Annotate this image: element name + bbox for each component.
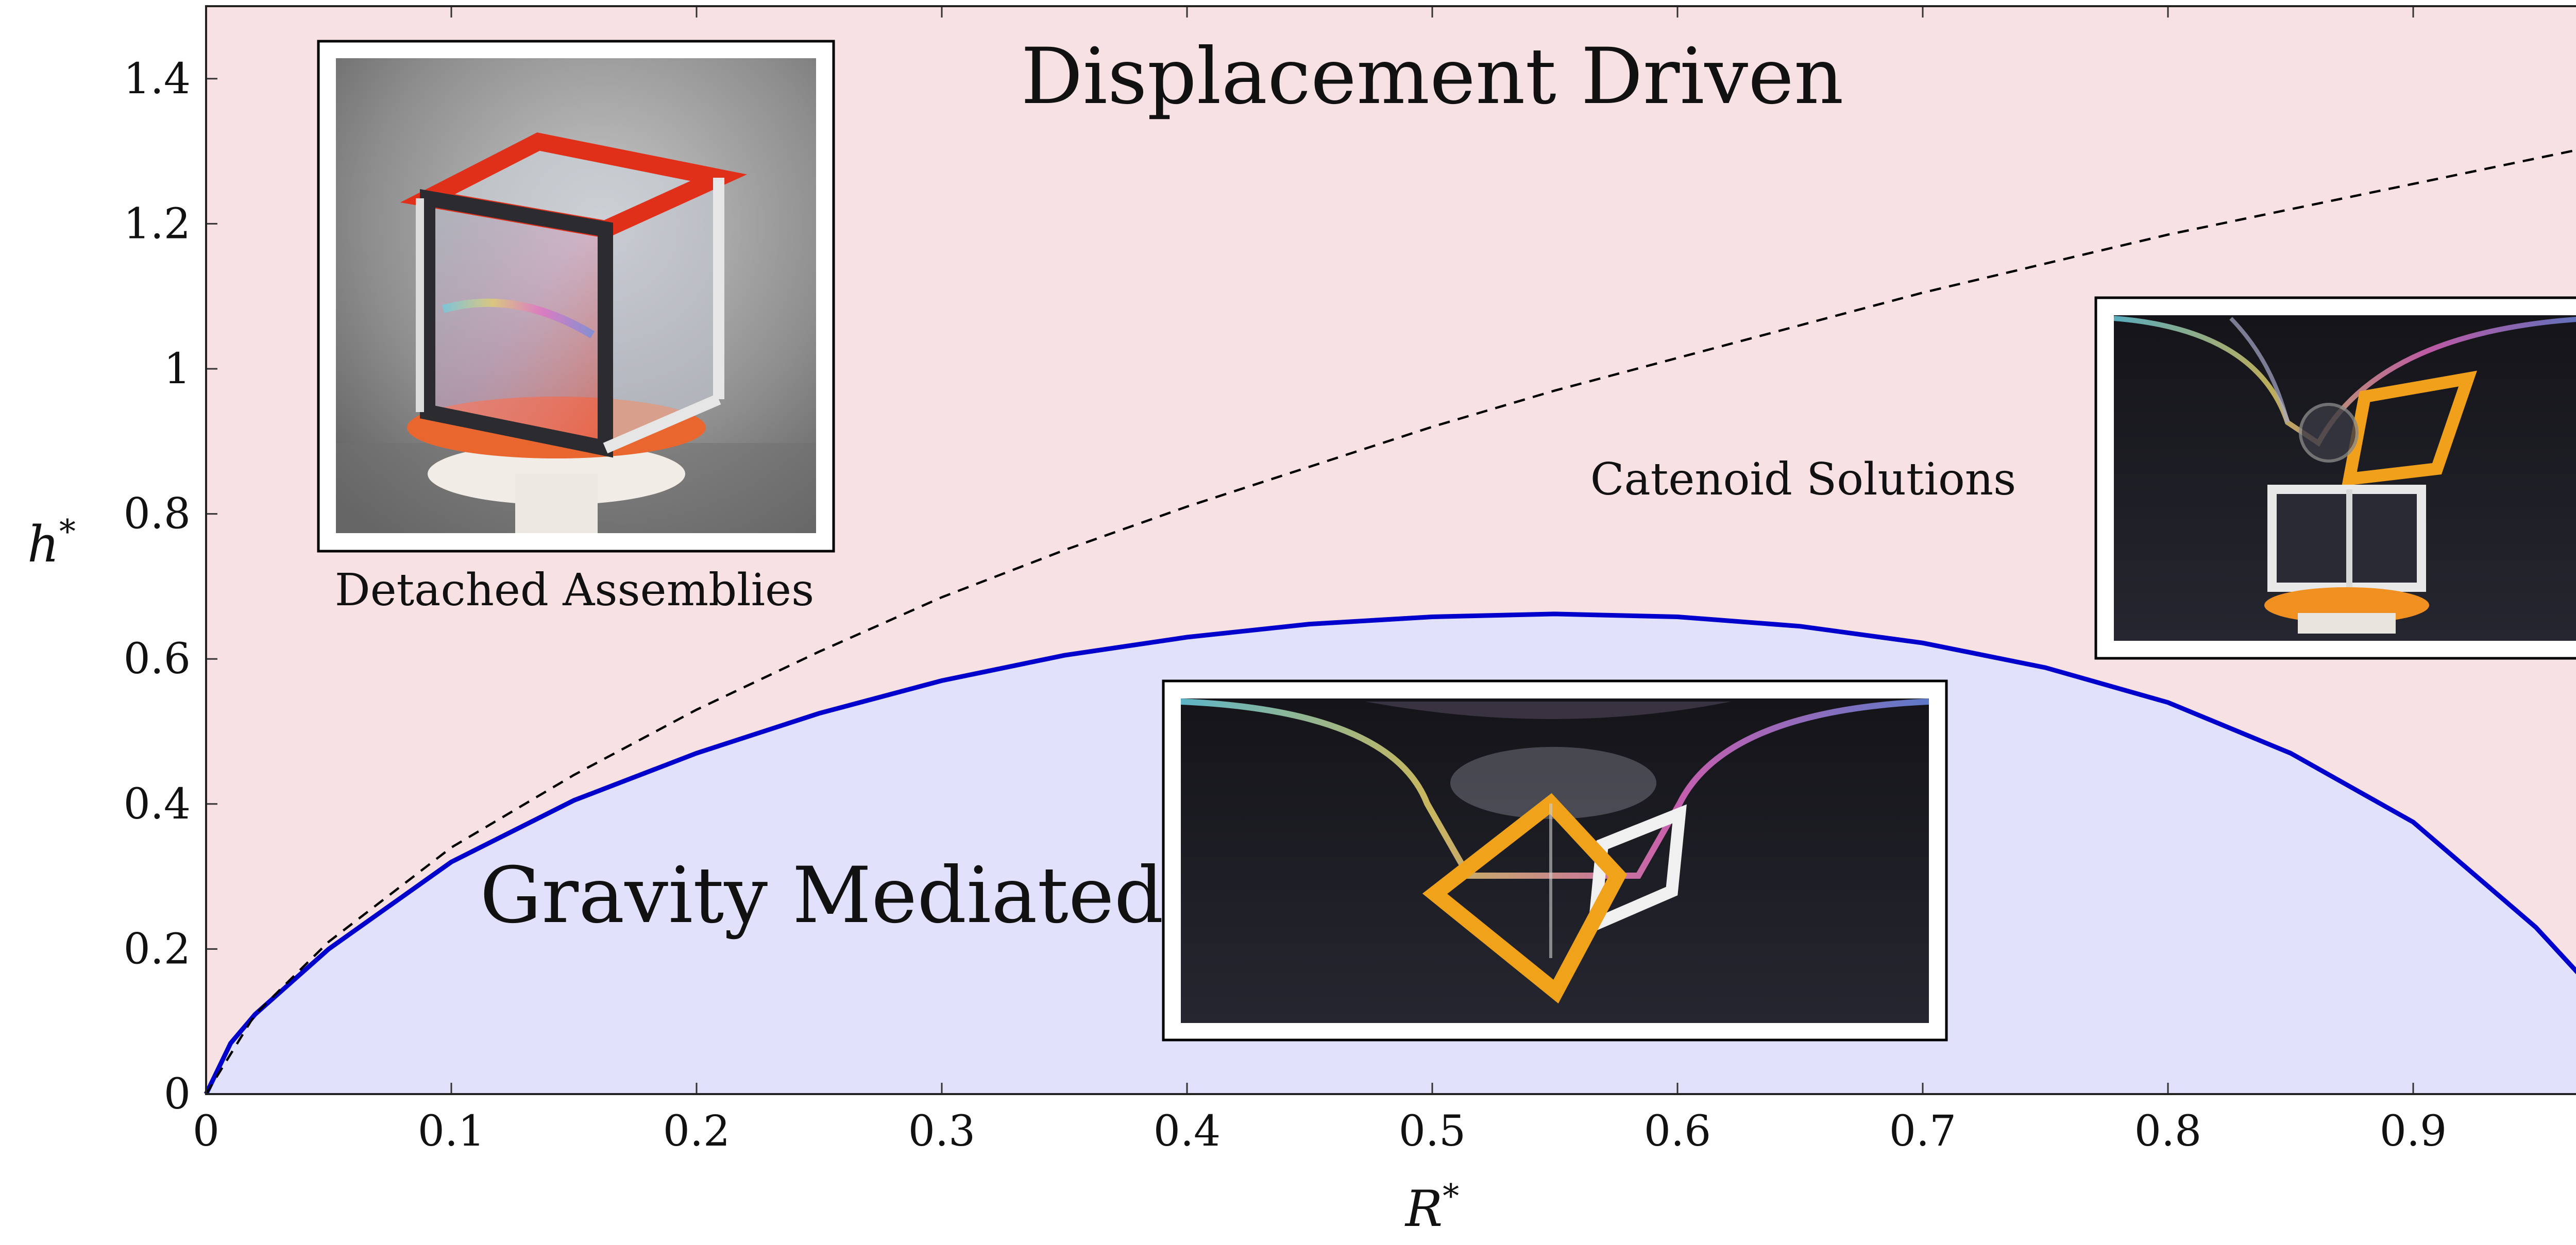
catenoid-solutions-label: Catenoid Solutions xyxy=(1590,454,2016,505)
x-tick-label: 0.1 xyxy=(418,1107,485,1156)
y-axis-label: h* xyxy=(27,513,76,573)
y-tick-label: 0.6 xyxy=(124,635,191,684)
y-tick-label: 1 xyxy=(164,345,191,394)
photo-gravity-mediated xyxy=(1162,679,1948,1042)
photo-catenoid-solution xyxy=(2094,296,2576,660)
y-tick-label: 0.4 xyxy=(124,780,191,829)
x-axis-label: R* xyxy=(1404,1178,1459,1238)
y-tick-label: 0.2 xyxy=(124,925,191,974)
catenoid-curve xyxy=(205,149,2576,1095)
y-tick-label: 0.8 xyxy=(124,490,191,539)
boundary-curve xyxy=(204,611,2576,1095)
y-tick-label: 1.2 xyxy=(124,199,191,248)
x-axis-ticks: 00.10.20.30.40.50.60.70.80.91 xyxy=(193,6,2447,1156)
x-tick-label: 0 xyxy=(193,1107,219,1156)
x-tick-label: 0.3 xyxy=(908,1107,975,1156)
x-tick-label: 0.9 xyxy=(2380,1107,2447,1156)
photo-detached-assembly xyxy=(317,40,835,553)
plot-frame xyxy=(205,5,2576,1095)
x-tick-label: 0.8 xyxy=(2134,1107,2201,1156)
photo-caption-detached: Detached Assemblies xyxy=(335,565,814,616)
x-tick-label: 0.2 xyxy=(663,1107,730,1156)
displacement-driven-label: Displacement Driven xyxy=(1021,32,1843,122)
x-tick-label: 0.7 xyxy=(1889,1107,1956,1156)
y-tick-label: 0 xyxy=(164,1070,191,1119)
gravity-mediated-label: Gravity Mediated xyxy=(480,851,1163,941)
x-tick-label: 0.4 xyxy=(1154,1107,1221,1156)
y-axis-ticks: 0 0.2 0.4 0.6 0.8 1 1.2 1.4 xyxy=(124,55,217,1119)
x-tick-label: 0.5 xyxy=(1399,1107,1466,1156)
y-tick-label: 1.4 xyxy=(124,55,191,104)
x-tick-label: 0.6 xyxy=(1644,1107,1711,1156)
